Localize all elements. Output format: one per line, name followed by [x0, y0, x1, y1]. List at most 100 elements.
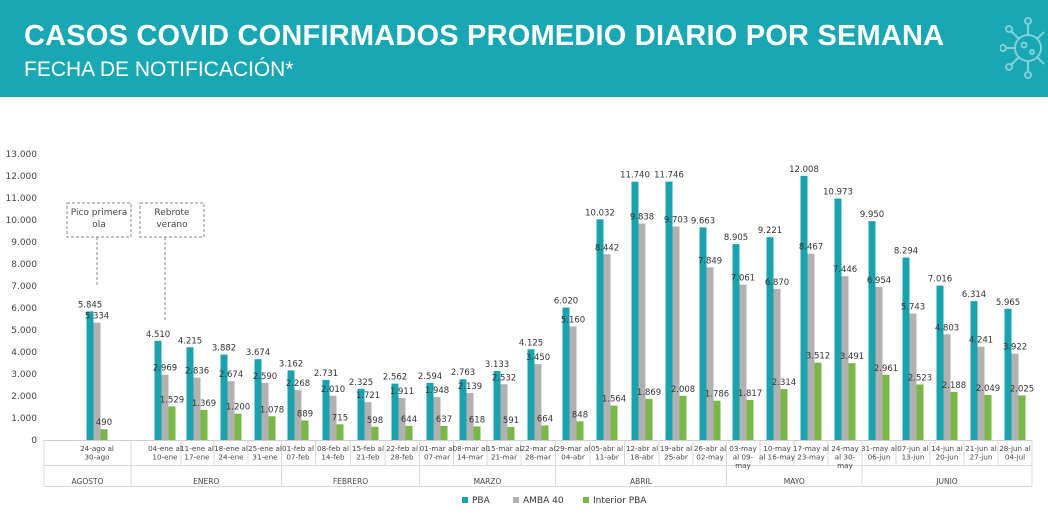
data-label: 2.674: [219, 370, 243, 380]
bar-interior-pba: [473, 426, 481, 440]
data-label: 2.969: [153, 364, 177, 374]
bar-pba: [527, 349, 535, 440]
y-tick-label: 1.000: [11, 414, 37, 424]
data-label: 10.973: [823, 188, 853, 198]
bar-amba-40: [93, 322, 101, 440]
annotation-text: Pico primera: [71, 208, 127, 218]
data-label: 3.512: [806, 352, 830, 362]
category-label: 23-may: [797, 453, 825, 462]
data-label: 8.467: [799, 243, 823, 253]
month-label: FEBRERO: [333, 477, 368, 486]
category-label: 18-ene al: [214, 444, 248, 453]
bar-amba-40: [943, 334, 951, 440]
data-label: 5.160: [561, 315, 585, 325]
category-label: 25-ene al: [248, 444, 282, 453]
bar-amba-40: [909, 313, 917, 440]
category-label: 10-ene: [152, 453, 178, 462]
bar-interior-pba: [168, 406, 176, 440]
data-label: 2.590: [253, 372, 277, 382]
category-label: 08-feb al: [317, 444, 349, 453]
header-banner: CASOS COVID CONFIRMADOS PROMEDIO DIARIO …: [0, 0, 1048, 97]
bar-interior-pba: [507, 426, 515, 440]
category-label: 11-abr: [595, 453, 619, 462]
bar-pba: [322, 379, 330, 440]
bar-interior-pba: [882, 374, 890, 440]
bar-amba-40: [807, 253, 815, 440]
annotation-box: [66, 202, 132, 238]
month-label: ENERO: [193, 477, 219, 486]
category-label: 01-feb al: [282, 444, 314, 453]
data-label: 7.016: [928, 275, 952, 285]
data-label: 2.139: [458, 382, 482, 392]
bar-interior-pba: [780, 389, 788, 440]
bar-pba: [493, 371, 501, 440]
data-label: 3.133: [485, 360, 509, 370]
data-label: 4.215: [178, 336, 202, 346]
category-label: al 16-may: [759, 453, 796, 462]
category-label: 30-ago: [84, 453, 109, 462]
bar-interior-pba: [268, 416, 276, 440]
data-label: 2.188: [942, 381, 966, 391]
data-label: 2.763: [451, 368, 475, 378]
data-label: 2.010: [321, 385, 345, 395]
y-tick-label: 11.000: [6, 194, 38, 204]
category-label: 22-feb al: [386, 444, 418, 453]
bar-pba: [220, 354, 228, 440]
data-label: 848: [572, 410, 588, 420]
data-label: 2.008: [671, 385, 695, 395]
data-label: 1.369: [192, 399, 216, 409]
category-label: 14-jun al: [931, 444, 963, 453]
bar-interior-pba: [814, 362, 822, 440]
data-label: 1.200: [226, 403, 250, 413]
data-label: 9.703: [664, 216, 688, 226]
data-label: 7.849: [698, 256, 722, 266]
data-label: 2.961: [874, 364, 898, 374]
bar-amba-40: [534, 364, 542, 440]
virus-icon: [1000, 17, 1045, 79]
category-label: 05-abr al: [591, 444, 623, 453]
bar-amba-40: [398, 397, 406, 440]
annotation-text: ola: [92, 220, 106, 230]
category-label: 26-abr al: [694, 444, 726, 453]
data-label: 1.564: [602, 395, 626, 405]
bar-pba: [868, 221, 876, 440]
y-tick-label: 0: [31, 436, 37, 446]
bar-amba-40: [603, 254, 611, 440]
data-label: 6.870: [765, 278, 789, 288]
bar-pba: [357, 388, 365, 440]
category-label: 28-feb: [390, 453, 414, 462]
category-label: 27-jun: [970, 453, 993, 462]
bar-pba: [154, 340, 162, 440]
bar-interior-pba: [576, 421, 584, 440]
bar-interior-pba: [746, 400, 754, 440]
data-label: 618: [469, 415, 485, 425]
bar-pba: [254, 359, 262, 440]
category-label: 15-feb al: [352, 444, 384, 453]
legend-label: Interior PBA: [593, 496, 647, 506]
category-label: 10-may: [763, 444, 791, 453]
data-label: 9.838: [630, 213, 654, 223]
data-label: 5.965: [996, 298, 1020, 308]
data-label: 664: [537, 414, 553, 424]
data-label: 1.078: [260, 405, 284, 415]
y-tick-label: 5.000: [11, 326, 37, 336]
bar-amba-40: [193, 377, 201, 440]
data-label: 4.803: [935, 323, 959, 333]
category-label: 14-feb: [321, 453, 345, 462]
category-label: 12-abr al: [626, 444, 658, 453]
category-label: 22-mar al: [521, 444, 556, 453]
data-label: 9.221: [758, 226, 782, 236]
data-label: 3.162: [279, 359, 303, 369]
data-label: 2.836: [185, 367, 209, 377]
data-label: 1.817: [738, 389, 762, 399]
data-label: 12.008: [789, 165, 819, 175]
data-label: 4.125: [519, 338, 543, 348]
category-label: 15-mar al: [487, 444, 522, 453]
covid-bar-chart: 0 1.000 2.000 3.000 4.000 5.000 6.000 7.000 8.00…: [6, 150, 1035, 506]
category-label: 02-may: [696, 453, 724, 462]
annotation-text: verano: [156, 220, 188, 230]
data-label: 6.020: [554, 297, 578, 307]
data-label: 3.491: [840, 352, 864, 362]
bar-pba: [1004, 308, 1012, 440]
data-label: 7.446: [833, 265, 857, 275]
